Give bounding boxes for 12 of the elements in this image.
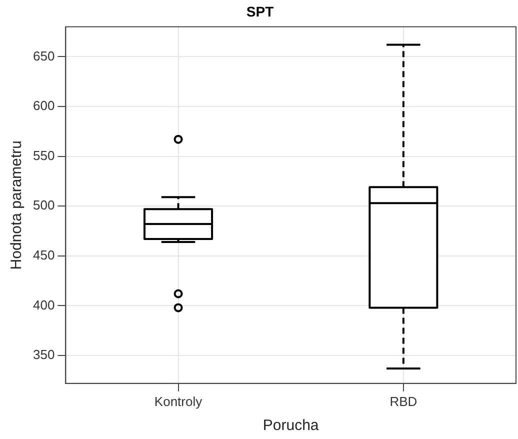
x-tick-label: RBD [390, 394, 418, 409]
y-tick-label: 650 [32, 48, 55, 64]
y-tick-label: 450 [32, 247, 55, 262]
x-axis-title: Porucha [262, 417, 320, 434]
y-tick-label: 500 [32, 198, 55, 213]
y-tick-label: 600 [32, 98, 55, 114]
y-tick-label: 350 [32, 347, 55, 362]
y-tick-label: 400 [32, 297, 55, 312]
y-tick-label: 550 [32, 148, 55, 163]
chart-title: SPT [246, 3, 274, 20]
x-tick-label: Kontroly [154, 394, 203, 409]
y-axis-title: Hodnota parametru [8, 140, 26, 270]
